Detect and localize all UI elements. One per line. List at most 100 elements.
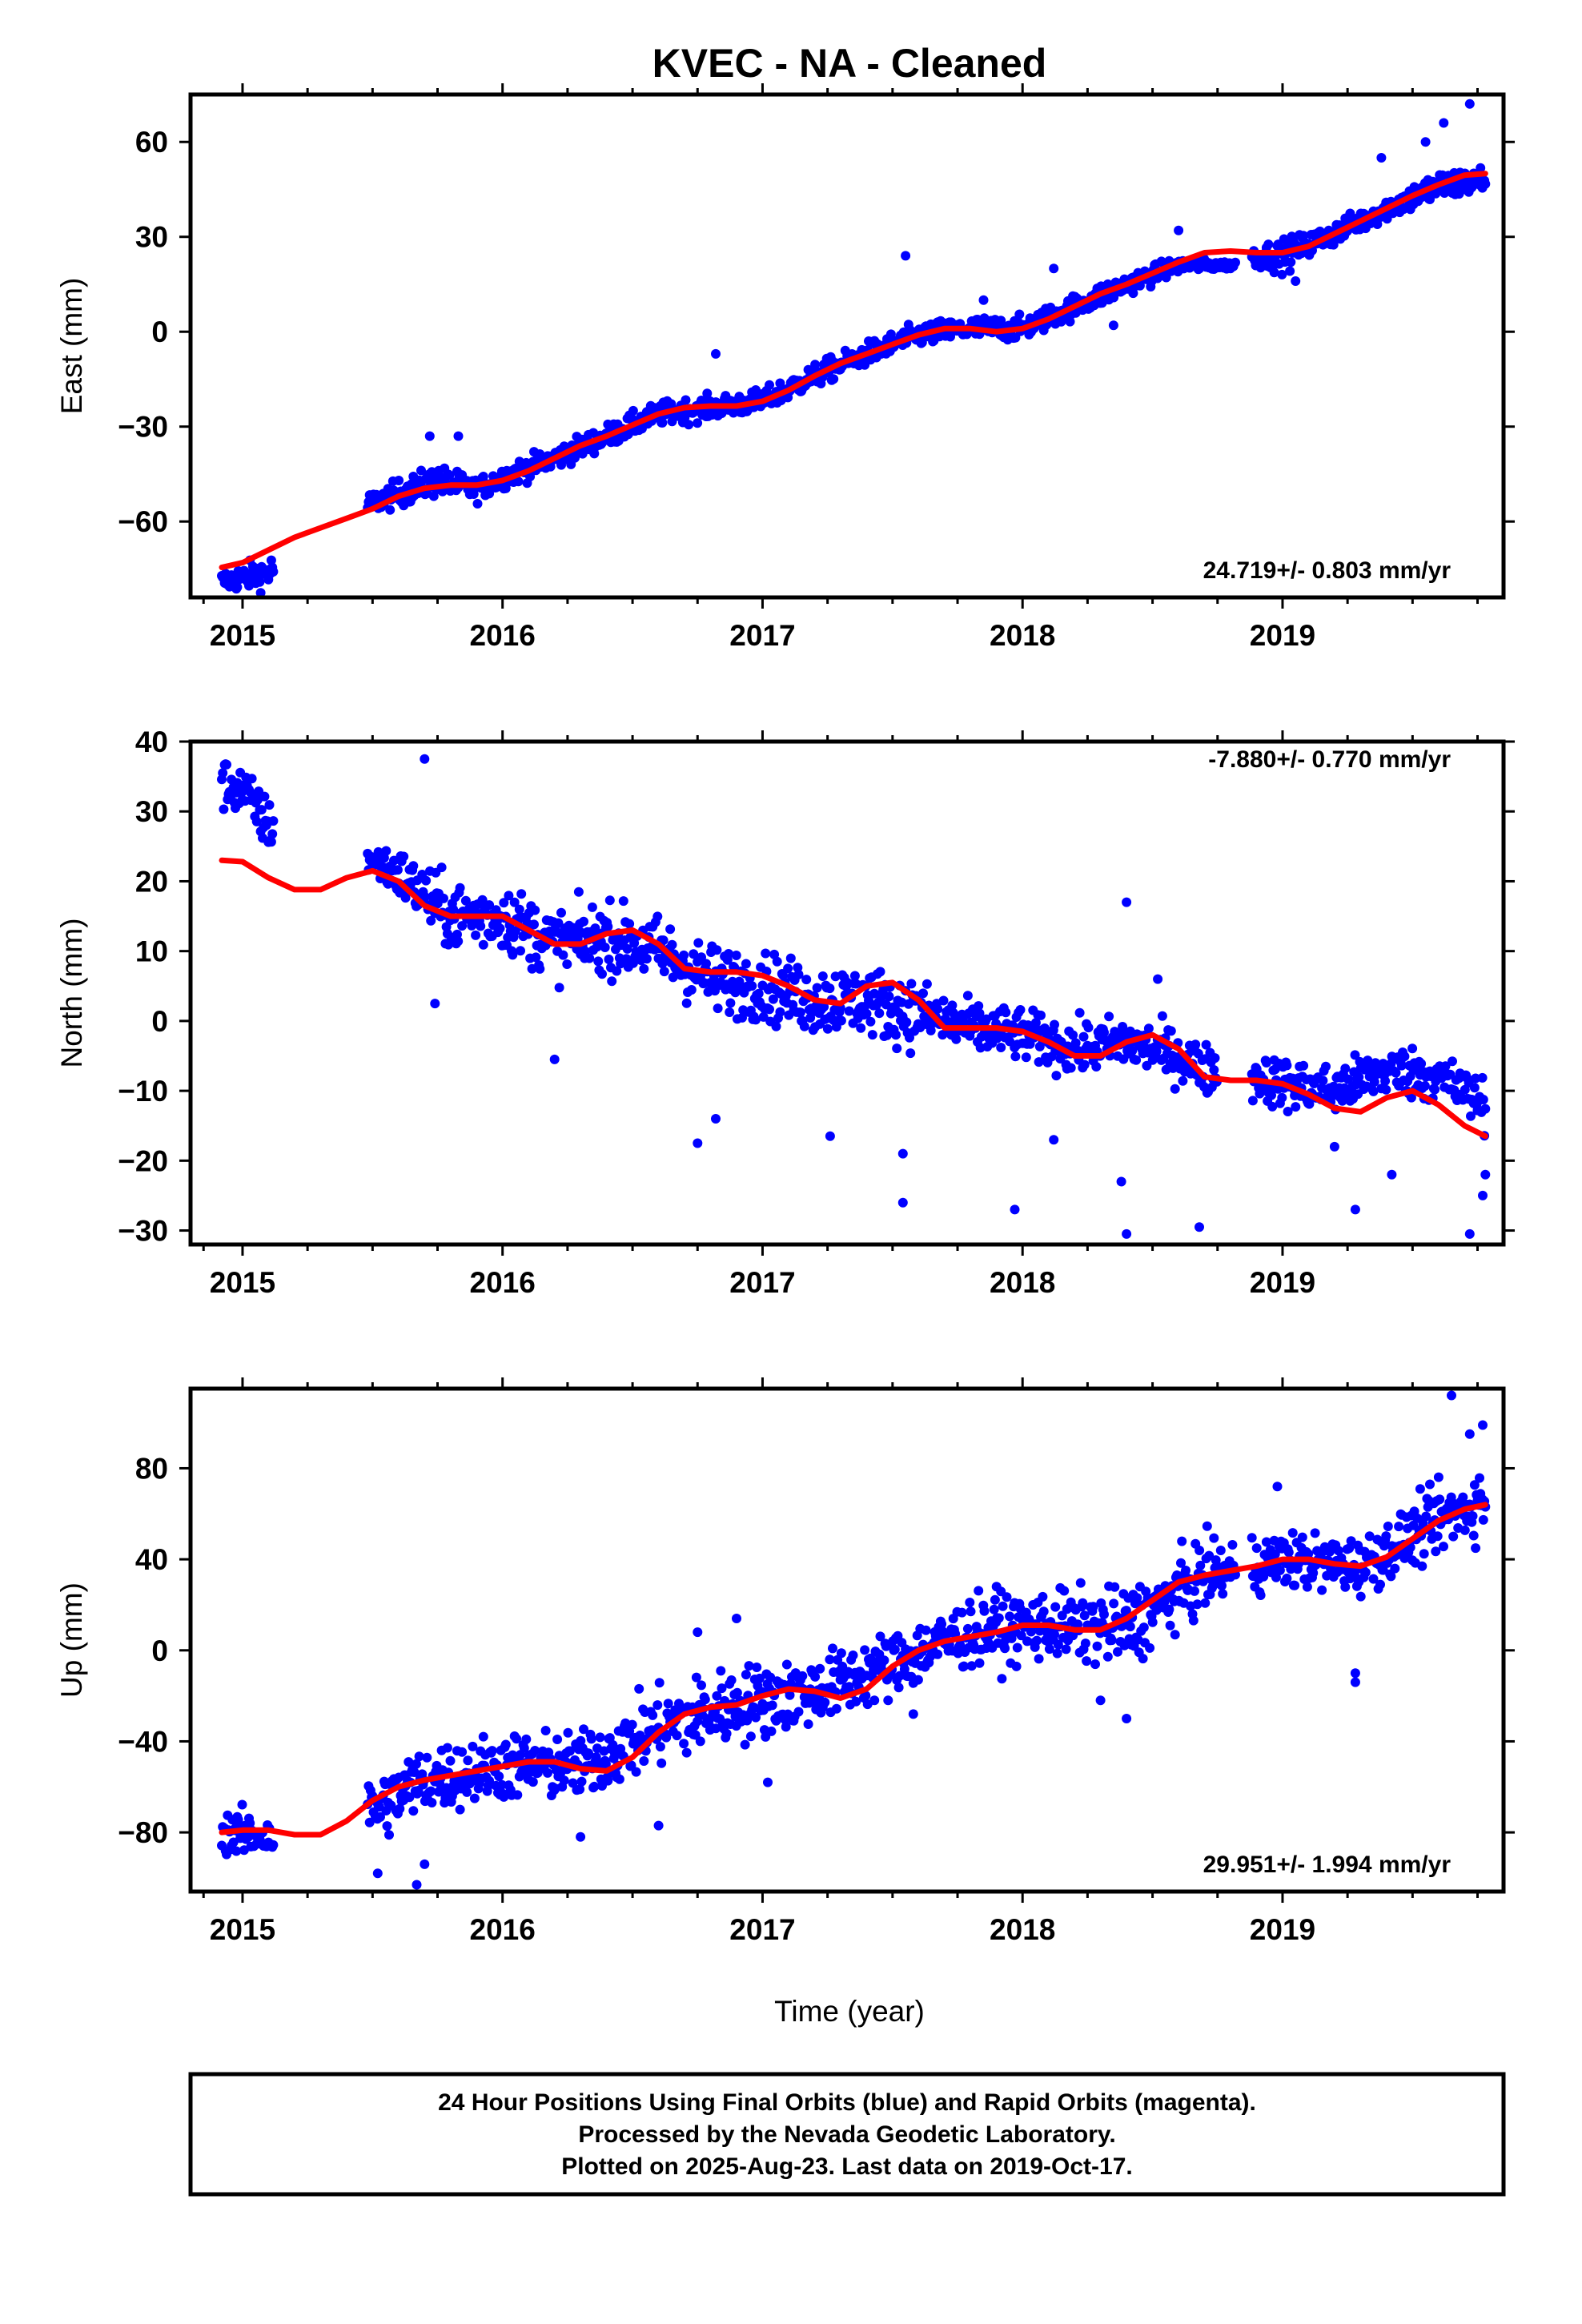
data-point	[519, 1743, 529, 1753]
x-tick-label: 2019	[1250, 1266, 1315, 1299]
data-point	[679, 950, 689, 960]
data-point	[1350, 1050, 1360, 1060]
data-point	[1435, 1494, 1445, 1505]
data-point	[1460, 1525, 1470, 1535]
data-point	[666, 399, 677, 409]
data-point	[1263, 239, 1274, 250]
data-point	[1466, 1111, 1476, 1121]
data-point	[558, 950, 568, 960]
data-point	[1471, 1543, 1481, 1554]
data-point	[412, 1759, 421, 1769]
data-point	[959, 1661, 969, 1671]
data-point	[1416, 1059, 1427, 1069]
data-point	[965, 1598, 975, 1607]
y-axis-label: Up (mm)	[55, 1582, 88, 1698]
data-point	[883, 1695, 893, 1706]
data-point	[399, 851, 409, 862]
data-point	[1406, 1092, 1416, 1103]
data-point	[1394, 1522, 1404, 1532]
data-point-outlier	[1420, 137, 1431, 147]
data-point	[1419, 1549, 1429, 1559]
data-point	[1066, 1063, 1076, 1073]
data-point	[1432, 1531, 1443, 1542]
data-point	[247, 774, 257, 784]
data-point	[879, 1655, 889, 1666]
data-point	[469, 1793, 480, 1803]
data-point	[512, 1734, 522, 1744]
data-point	[1430, 1084, 1440, 1095]
data-point	[564, 1746, 575, 1756]
data-point	[1030, 1018, 1041, 1028]
data-point-outlier	[1350, 1677, 1360, 1687]
data-point	[476, 921, 486, 931]
data-point	[1477, 1072, 1488, 1083]
data-point	[979, 1606, 990, 1616]
data-point	[1282, 1060, 1292, 1071]
data-point	[1099, 1609, 1109, 1619]
data-point	[1261, 1537, 1271, 1547]
data-point	[766, 1726, 777, 1736]
y-tick-label: 40	[135, 726, 168, 758]
data-point	[731, 951, 741, 960]
data-point	[1391, 1068, 1401, 1078]
data-point	[753, 988, 764, 999]
data-point	[1166, 1026, 1176, 1036]
data-point	[884, 991, 894, 1002]
data-point	[1128, 288, 1138, 299]
data-point	[1275, 1565, 1285, 1575]
y-tick-label: 80	[135, 1452, 168, 1485]
data-point	[711, 1723, 721, 1734]
data-point	[1000, 1643, 1010, 1654]
data-point	[713, 1003, 723, 1014]
data-point	[408, 861, 419, 871]
data-point-outlier	[1049, 1135, 1059, 1145]
data-point	[589, 1781, 600, 1791]
data-point	[906, 979, 917, 989]
data-point	[758, 1011, 769, 1022]
data-point	[681, 395, 691, 405]
data-point	[861, 1008, 872, 1019]
data-point	[810, 360, 821, 370]
data-point	[962, 991, 973, 1001]
data-point	[701, 959, 711, 969]
data-point	[1102, 1651, 1113, 1662]
data-point	[1360, 1567, 1371, 1578]
data-point	[741, 1670, 751, 1680]
data-point	[783, 963, 793, 974]
data-point	[222, 759, 231, 770]
data-point	[375, 1811, 385, 1822]
data-point	[593, 956, 604, 967]
data-point	[408, 1806, 419, 1816]
data-point	[404, 1792, 415, 1803]
data-point	[725, 998, 736, 1008]
data-point	[266, 837, 276, 847]
data-point	[436, 862, 447, 873]
data-point-outlier	[1464, 1429, 1475, 1439]
data-point	[938, 995, 949, 1006]
data-point	[655, 1742, 665, 1752]
data-point	[751, 1712, 761, 1723]
data-point	[1290, 1580, 1300, 1590]
data-point	[913, 1675, 923, 1685]
data-point	[1218, 1589, 1228, 1599]
data-point	[427, 1798, 437, 1807]
data-point	[586, 1734, 596, 1744]
data-point	[905, 1032, 914, 1043]
data-point	[1109, 1598, 1119, 1609]
data-point	[882, 1030, 892, 1040]
data-point	[1324, 1546, 1335, 1557]
data-point	[1070, 1038, 1081, 1048]
data-point	[1471, 1073, 1481, 1084]
data-point	[869, 1695, 880, 1706]
data-point	[1078, 1598, 1088, 1608]
data-point	[951, 1034, 962, 1044]
data-point-outlier	[549, 1054, 560, 1064]
data-point-outlier	[653, 1820, 664, 1831]
data-point	[384, 1830, 394, 1840]
data-point	[751, 1015, 761, 1025]
y-tick-label: 30	[135, 795, 168, 828]
velocity-rate-label: 29.951+/- 1.994 mm/yr	[1203, 1852, 1452, 1878]
data-point	[893, 1683, 904, 1693]
data-point	[1337, 1096, 1347, 1106]
data-point	[575, 1784, 585, 1795]
